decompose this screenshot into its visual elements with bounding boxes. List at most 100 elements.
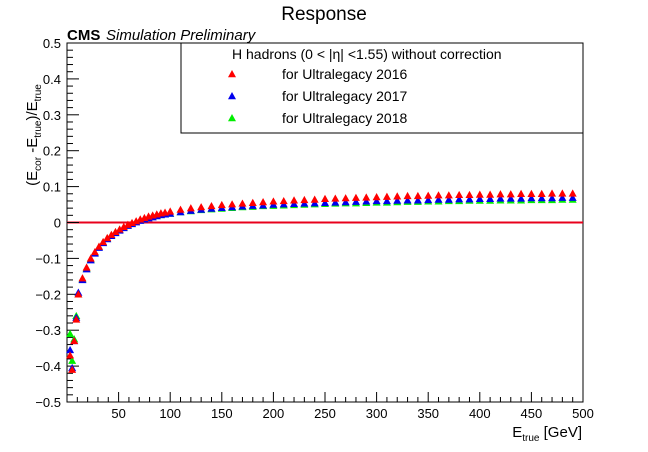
y-axis-label: (Ecor -Etrue)/Etrue: [24, 84, 44, 186]
data-point-for-ultralegacy-2016: [403, 191, 412, 200]
data-point-for-ultralegacy-2017: [66, 345, 75, 354]
y-tick-label: 0.4: [43, 72, 61, 87]
data-point-for-ultralegacy-2017: [506, 194, 515, 202]
data-point-for-ultralegacy-2016: [372, 193, 381, 201]
data-point-for-ultralegacy-2016: [66, 351, 75, 359]
y-tick-label: −0.5: [35, 395, 61, 410]
data-point-for-ultralegacy-2017: [351, 197, 360, 205]
data-point-for-ultralegacy-2018: [68, 356, 77, 364]
data-point-for-ultralegacy-2016: [115, 225, 124, 233]
legend-box: [180, 42, 584, 134]
data-point-for-ultralegacy-2017: [517, 194, 526, 202]
data-point-for-ultralegacy-2016: [269, 197, 278, 205]
data-point-for-ultralegacy-2016: [166, 207, 175, 215]
data-point-for-ultralegacy-2016: [207, 201, 216, 210]
x-tick-label: 300: [366, 406, 388, 421]
data-point-for-ultralegacy-2016: [413, 191, 422, 200]
x-axis-label-main: E: [512, 424, 522, 441]
data-point-for-ultralegacy-2017: [321, 198, 329, 206]
legend-header: H hadrons (0 < |η| <1.55) without correc…: [232, 46, 502, 62]
x-tick-label: 500: [572, 406, 594, 421]
y-tick-label: 0: [54, 216, 61, 231]
data-point-for-ultralegacy-2016: [300, 195, 309, 204]
data-point-for-ultralegacy-2016: [186, 204, 195, 212]
legend-label: for Ultralegacy 2017: [282, 88, 408, 104]
y-axis-label-p1: (E: [24, 171, 41, 186]
x-tick-label: 250: [314, 406, 336, 421]
legend-label: for Ultralegacy 2018: [282, 110, 408, 126]
data-point-for-ultralegacy-2016: [103, 233, 112, 242]
data-point-for-ultralegacy-2016: [568, 189, 577, 197]
data-point-for-ultralegacy-2016: [90, 247, 99, 256]
data-point-for-ultralegacy-2017: [537, 194, 546, 202]
data-point-for-ultralegacy-2016: [99, 237, 108, 246]
data-point-for-ultralegacy-2016: [290, 196, 299, 204]
data-point-for-ultralegacy-2017: [434, 195, 443, 203]
y-axis-label-p3: )/E: [24, 101, 41, 120]
x-tick-label: 100: [159, 406, 181, 421]
y-tick-label: −0.3: [35, 323, 61, 338]
data-point-for-ultralegacy-2016: [72, 315, 81, 323]
data-point-for-ultralegacy-2017: [393, 196, 402, 204]
data-point-for-ultralegacy-2016: [362, 193, 371, 201]
data-point-for-ultralegacy-2016: [475, 190, 484, 198]
data-point-for-ultralegacy-2017: [362, 197, 371, 205]
data-point-for-ultralegacy-2016: [238, 199, 247, 207]
y-axis-label-s2: true: [33, 120, 44, 138]
data-point-for-ultralegacy-2016: [341, 194, 350, 202]
data-point-for-ultralegacy-2017: [496, 194, 505, 202]
data-point-for-ultralegacy-2018: [66, 329, 75, 337]
data-point-for-ultralegacy-2016: [217, 200, 226, 209]
data-point-for-ultralegacy-2017: [475, 194, 484, 203]
data-point-for-ultralegacy-2016: [506, 190, 515, 198]
data-point-for-ultralegacy-2016: [486, 190, 495, 198]
data-point-for-ultralegacy-2017: [486, 194, 495, 203]
legend-marker: [228, 92, 236, 100]
cms-label: CMS: [67, 27, 100, 44]
data-point-for-ultralegacy-2017: [403, 196, 412, 204]
data-point-for-ultralegacy-2016: [548, 189, 557, 197]
data-markers: [66, 189, 577, 373]
data-point-for-ultralegacy-2016: [279, 196, 288, 205]
data-point-for-ultralegacy-2016: [176, 205, 185, 213]
y-tick-label: 0.3: [43, 108, 61, 123]
data-point-for-ultralegacy-2017: [382, 196, 391, 205]
legend-marker: [228, 114, 236, 122]
data-point-for-ultralegacy-2017: [413, 196, 422, 204]
data-point-for-ultralegacy-2017: [558, 193, 567, 201]
legend-entries: for Ultralegacy 2016 for Ultralegacy 2017…: [228, 66, 408, 126]
x-tick-label: 50: [111, 406, 125, 421]
y-tick-label: −0.1: [35, 251, 61, 266]
data-point-for-ultralegacy-2016: [496, 190, 505, 198]
data-point-for-ultralegacy-2017: [568, 193, 577, 201]
data-point-for-ultralegacy-2017: [341, 198, 350, 206]
data-point-for-ultralegacy-2016: [465, 190, 474, 199]
y-tick-label: 0.5: [43, 36, 61, 51]
y-tick-label: 0.1: [43, 180, 61, 195]
data-point-for-ultralegacy-2016: [382, 192, 391, 200]
data-point-for-ultralegacy-2016: [86, 254, 95, 262]
y-axis-label-s1: cor: [33, 156, 44, 171]
x-axis: 50 100 150 200 250 300 350 400 450 500: [76, 392, 594, 421]
data-point-for-ultralegacy-2016: [434, 191, 443, 199]
data-point-for-ultralegacy-2016: [351, 193, 360, 201]
y-axis-label-s3: true: [33, 84, 44, 102]
legend: H hadrons (0 < |η| <1.55) without correc…: [180, 42, 584, 134]
x-tick-label: 450: [521, 406, 543, 421]
x-tick-label: 200: [263, 406, 285, 421]
x-axis-label-unit: [GeV]: [539, 424, 582, 441]
y-axis-label-p2: -E: [24, 138, 41, 157]
cms-sublabel: Simulation Preliminary: [106, 27, 257, 44]
data-point-for-ultralegacy-2016: [197, 203, 206, 211]
data-point-for-ultralegacy-2016: [248, 198, 257, 206]
data-point-for-ultralegacy-2016: [444, 191, 453, 199]
data-point-for-ultralegacy-2017: [548, 194, 557, 202]
x-axis-label: Etrue [GeV]: [512, 424, 582, 444]
data-point-for-ultralegacy-2017: [465, 195, 474, 203]
data-point-for-ultralegacy-2016: [70, 336, 79, 345]
x-tick-label: 400: [469, 406, 491, 421]
data-point-for-ultralegacy-2017: [424, 195, 433, 204]
data-point-for-ultralegacy-2016: [537, 189, 546, 197]
x-tick-label: 150: [211, 406, 233, 421]
